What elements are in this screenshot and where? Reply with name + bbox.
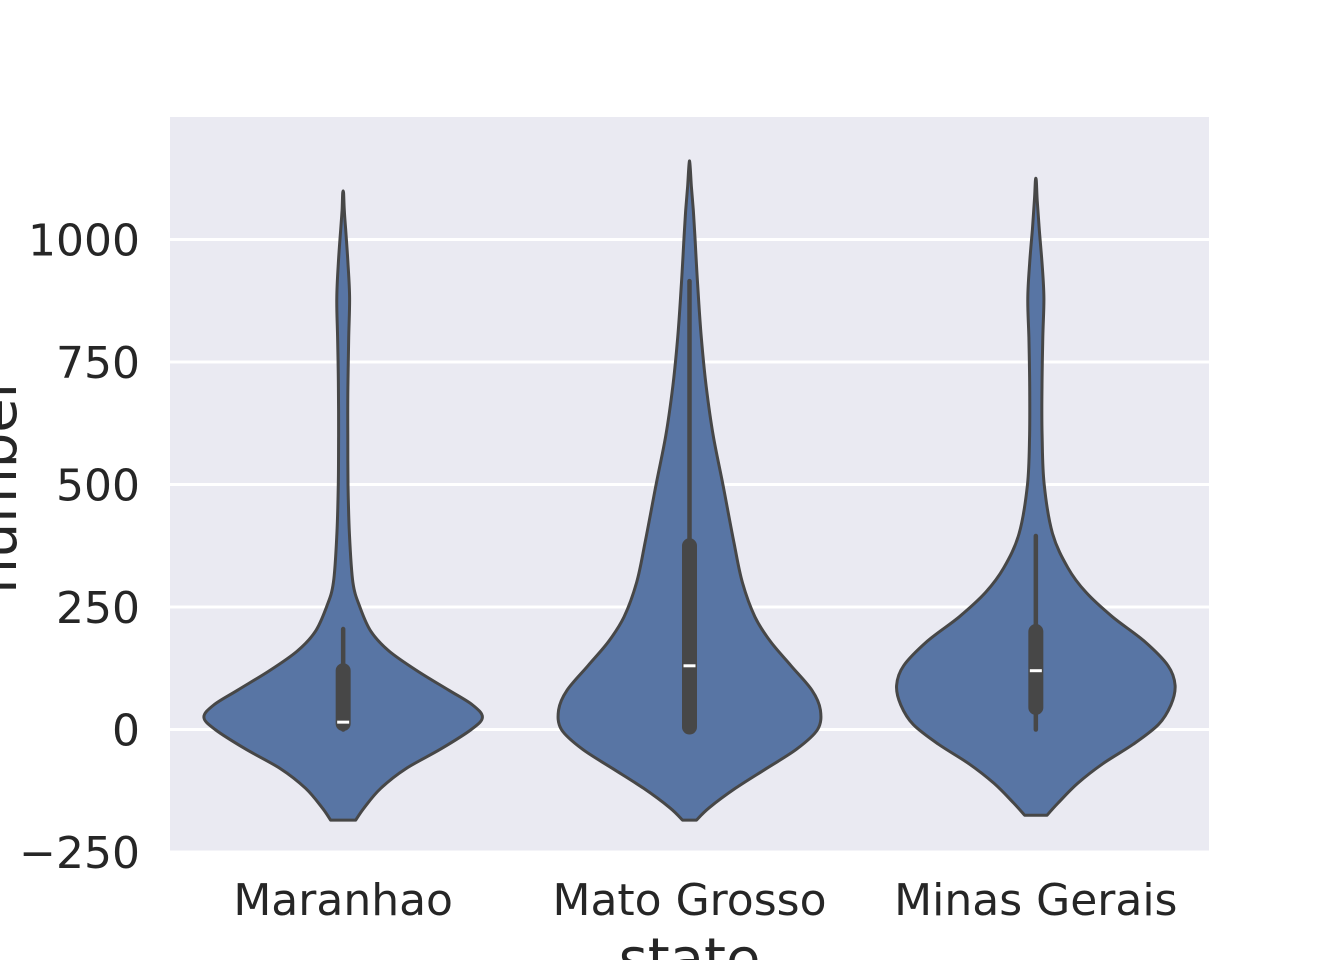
y-tick-label: 500: [56, 461, 140, 512]
x-tick-label: Maranhao: [233, 875, 453, 926]
y-tick-label: −250: [19, 828, 140, 879]
x-tick-labels: Maranhao Mato Grosso Minas Gerais: [233, 875, 1177, 926]
violin-body: [895, 176, 1177, 817]
x-tick-label: Mato Grosso: [553, 875, 827, 926]
x-axis-title: state: [619, 927, 761, 960]
y-tick-labels: −250 0 250 500 750 1000: [19, 216, 140, 880]
y-tick-label: 1000: [28, 216, 140, 267]
x-tick-label: Minas Gerais: [894, 875, 1177, 926]
y-tick-label: 0: [112, 706, 140, 757]
violins: [202, 159, 1177, 822]
y-tick-label: 250: [56, 583, 140, 634]
y-axis-title: number: [0, 374, 30, 594]
violin-body: [202, 189, 484, 822]
y-tick-label: 750: [56, 338, 140, 389]
